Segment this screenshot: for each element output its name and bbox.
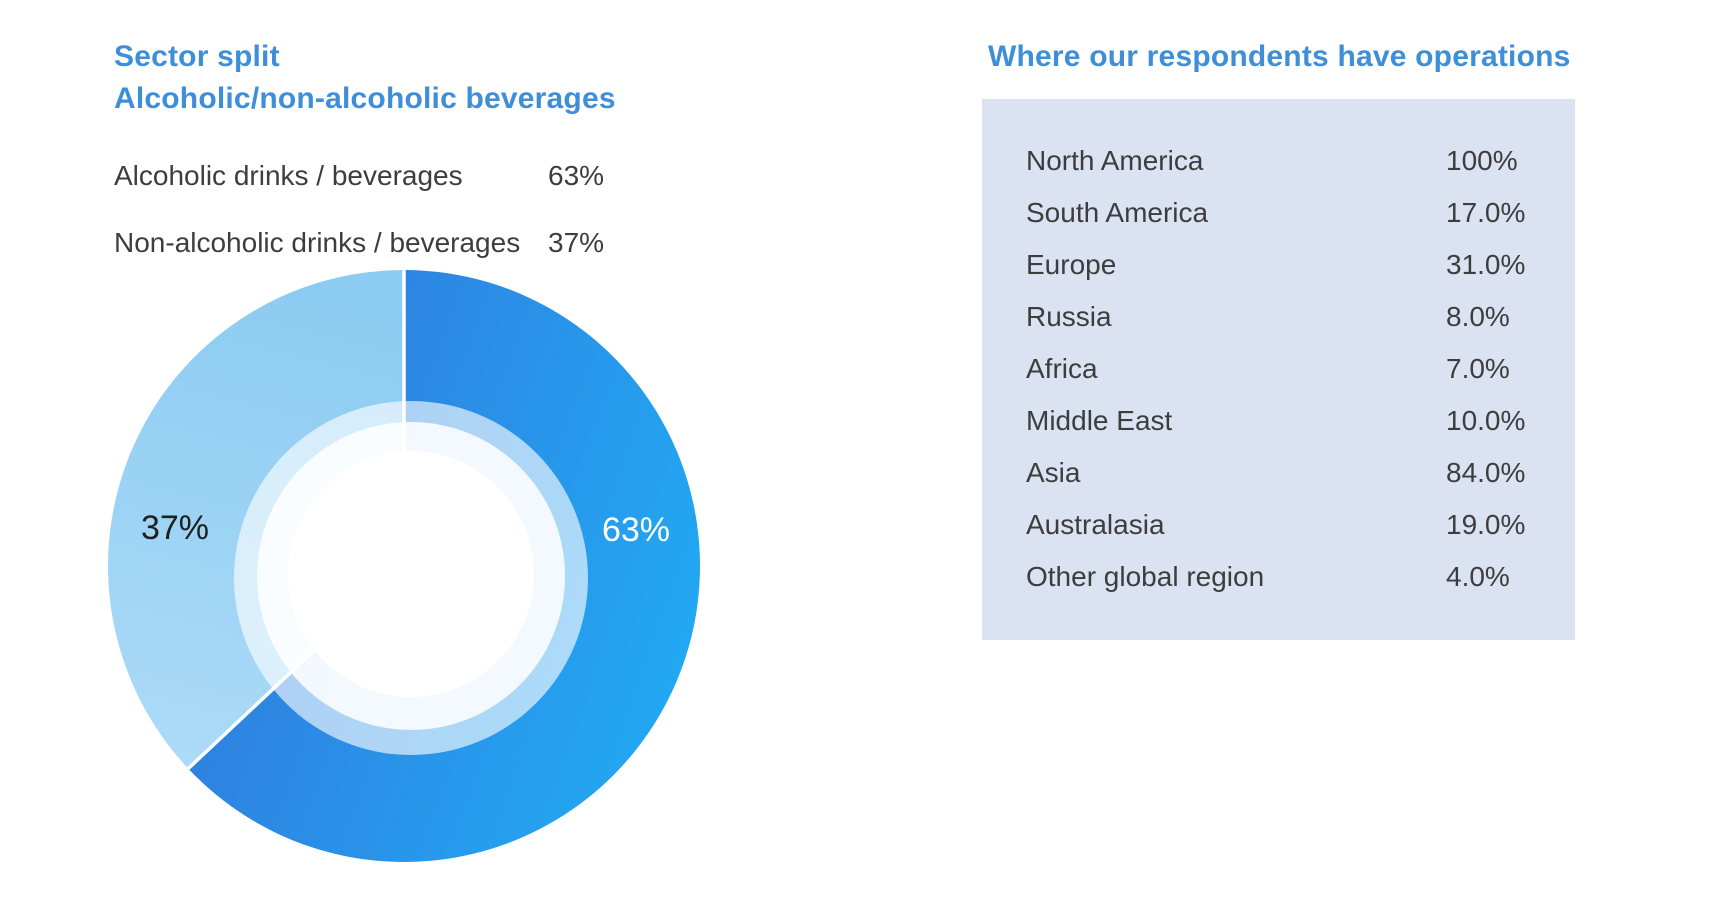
donut-chart: 63% 37% (84, 246, 724, 886)
region-value: 7.0% (1446, 353, 1510, 384)
operations-table: North America 100% South America 17.0% E… (982, 99, 1575, 640)
legend-label-non-alcoholic: Non-alcoholic drinks / beverages (114, 226, 521, 258)
sector-split-legend: Alcoholic drinks / beverages 63% Non-alc… (114, 142, 674, 276)
legend-row-alcoholic: Alcoholic drinks / beverages 63% (114, 142, 674, 209)
region-value: 100% (1446, 145, 1518, 176)
region-name: Russia (1026, 301, 1112, 332)
table-row: Europe 31.0% (982, 239, 1575, 291)
region-value: 4.0% (1446, 561, 1510, 592)
table-row: Asia 84.0% (982, 447, 1575, 499)
region-value: 10.0% (1446, 405, 1526, 436)
legend-value-non-alcoholic: 37% (548, 226, 605, 258)
region-name: Other global region (1026, 561, 1265, 592)
table-row: Africa 7.0% (982, 343, 1575, 395)
region-name: Middle East (1026, 405, 1173, 436)
table-row: Australasia 19.0% (982, 499, 1575, 551)
region-value: 8.0% (1446, 301, 1510, 332)
donut-label-alcoholic: 63% (602, 511, 670, 549)
region-value: 84.0% (1446, 457, 1526, 488)
donut-hole (288, 451, 534, 697)
region-value: 19.0% (1446, 509, 1526, 540)
legend-row-non-alcoholic: Non-alcoholic drinks / beverages 37% (114, 209, 674, 276)
table-row: Russia 8.0% (982, 291, 1575, 343)
sector-split-title-line2: Alcoholic/non-alcoholic beverages (114, 82, 616, 115)
donut-label-non-alcoholic: 37% (141, 509, 209, 547)
sector-split-title: Sector split Alcoholic/non-alcoholic bev… (114, 36, 616, 120)
region-name: North America (1026, 145, 1204, 176)
legend-label-alcoholic: Alcoholic drinks / beverages (114, 159, 463, 191)
legend-value-alcoholic: 63% (548, 159, 605, 191)
region-name: South America (1026, 197, 1209, 228)
region-name: Australasia (1026, 509, 1165, 540)
table-row: South America 17.0% (982, 187, 1575, 239)
region-name: Europe (1026, 249, 1117, 280)
donut-chart-svg: 63% 37% (107, 270, 700, 862)
table-row: Middle East 10.0% (982, 395, 1575, 447)
region-value: 31.0% (1446, 249, 1526, 280)
region-name: Africa (1026, 353, 1098, 384)
table-row: Other global region 4.0% (982, 551, 1575, 603)
region-name: Asia (1026, 457, 1081, 488)
operations-title: Where our respondents have operations (988, 40, 1571, 73)
region-value: 17.0% (1446, 197, 1526, 228)
sector-split-title-line1: Sector split (114, 40, 280, 73)
table-row: North America 100% (982, 135, 1575, 187)
